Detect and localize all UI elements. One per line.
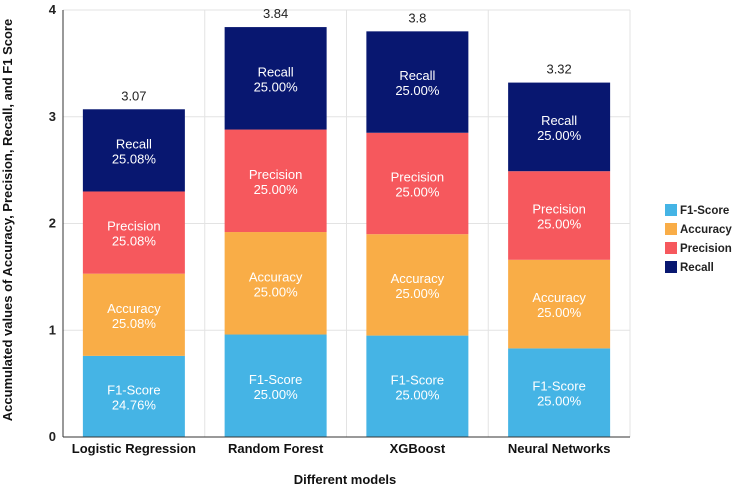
segment-percent-label: 25.00% <box>537 216 582 231</box>
legend: F1-Score Accuracy Precision Recall <box>665 204 732 274</box>
segment-series-label: Precision <box>249 167 302 182</box>
legend-label: Recall <box>680 262 714 274</box>
bar-total-label: 3.32 <box>546 62 571 77</box>
segment-percent-label: 25.00% <box>254 79 299 94</box>
segment-series-label: Precision <box>532 201 585 216</box>
legend-swatch <box>665 261 677 273</box>
segment-series-label: F1-Score <box>249 372 302 387</box>
legend-swatch <box>665 204 677 216</box>
segment-percent-label: 25.08% <box>112 151 157 166</box>
segment-percent-label: 25.00% <box>395 387 440 402</box>
bar-total-label: 3.07 <box>121 88 146 103</box>
y-tick-label: 3 <box>49 109 56 124</box>
segment-percent-label: 25.08% <box>112 316 157 331</box>
x-tick-label: Logistic Regression <box>72 441 196 456</box>
segment-percent-label: 25.00% <box>395 184 440 199</box>
bar-segment-f1-score <box>82 355 185 437</box>
segment-series-label: Accuracy <box>532 290 586 305</box>
x-tick-label: XGBoost <box>390 441 446 456</box>
legend-swatch <box>665 223 677 235</box>
bar-total-label: 3.8 <box>408 10 426 25</box>
segment-percent-label: 25.00% <box>395 286 440 301</box>
legend-swatch <box>665 242 677 254</box>
bar-segment-accuracy <box>366 234 469 336</box>
legend-label: Accuracy <box>680 224 732 236</box>
bar-segment-accuracy <box>508 259 611 349</box>
segment-series-label: Accuracy <box>107 301 161 316</box>
segment-percent-label: 25.00% <box>254 182 299 197</box>
segment-series-label: Precision <box>107 219 160 234</box>
segment-series-label: Accuracy <box>391 271 445 286</box>
segment-series-label: Precision <box>391 169 444 184</box>
segment-series-label: F1-Score <box>107 382 160 397</box>
bar-segment-accuracy <box>224 232 327 335</box>
bars: F1-Score24.76%Accuracy25.08%Precision25.… <box>82 6 611 437</box>
bar-segment-precision <box>366 132 469 235</box>
segment-series-label: F1-Score <box>391 372 444 387</box>
segment-percent-label: 25.00% <box>254 284 299 299</box>
x-tick-label: Random Forest <box>228 441 324 456</box>
segment-series-label: Recall <box>116 136 152 151</box>
bar-total-label: 3.84 <box>263 6 288 21</box>
bar-segment-recall <box>508 82 611 172</box>
axes: Logistic Regression Random Forest XGBoost N… <box>49 2 630 456</box>
bar-segment-recall <box>82 109 185 192</box>
segment-percent-label: 25.08% <box>112 234 157 249</box>
bar-segment-precision <box>508 171 611 260</box>
y-tick-label: 0 <box>49 429 56 444</box>
bar-segment-precision <box>224 129 327 233</box>
y-tick-label: 4 <box>49 2 57 17</box>
segment-series-label: Recall <box>258 64 294 79</box>
bar-segment-recall <box>366 31 469 133</box>
bar-segment-accuracy <box>82 273 185 356</box>
segment-percent-label: 25.00% <box>254 387 299 402</box>
bar-segment-f1-score <box>224 334 327 437</box>
x-tick-label: Neural Networks <box>508 441 611 456</box>
bar-segment-recall <box>224 27 327 130</box>
bar-segment-f1-score <box>508 348 611 437</box>
segment-series-label: Recall <box>541 113 577 128</box>
segment-percent-label: 25.00% <box>537 128 582 143</box>
bar-segment-f1-score <box>366 335 469 437</box>
segment-percent-label: 25.00% <box>537 394 582 409</box>
segment-percent-label: 24.76% <box>112 397 157 412</box>
legend-label: F1-Score <box>680 205 729 217</box>
y-axis-title: Accumulated values of Accuracy, Precisio… <box>0 19 15 421</box>
segment-percent-label: 25.00% <box>395 83 440 98</box>
segment-series-label: F1-Score <box>532 379 585 394</box>
legend-label: Precision <box>680 243 732 255</box>
bar-segment-precision <box>82 191 185 274</box>
segment-series-label: Recall <box>399 68 435 83</box>
y-tick-label: 2 <box>49 216 56 231</box>
segment-series-label: Accuracy <box>249 269 303 284</box>
x-axis-title: Different models <box>294 472 397 485</box>
y-tick-label: 1 <box>49 322 56 337</box>
segment-percent-label: 25.00% <box>537 305 582 320</box>
